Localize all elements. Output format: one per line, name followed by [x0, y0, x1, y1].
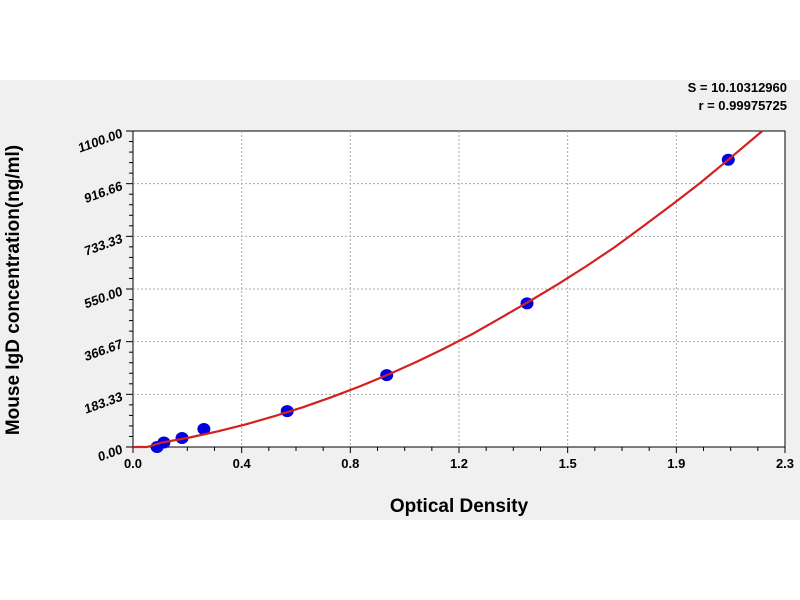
data-point — [197, 423, 211, 436]
stat-r-value: r = 0.99975725 — [698, 98, 787, 113]
x-tick-label: 0.4 — [233, 456, 252, 471]
x-tick-labels: 0.0 0.4 0.8 1.2 1.5 1.9 2.3 — [124, 456, 794, 471]
x-tick-label: 0.0 — [124, 456, 142, 471]
data-marks — [133, 130, 764, 453]
x-tick-label: 0.8 — [341, 456, 359, 471]
fit-curve-line — [133, 130, 764, 449]
x-tick-label: 2.3 — [776, 456, 794, 471]
x-tick-label: 1.5 — [559, 456, 577, 471]
x-tick-label: 1.9 — [667, 456, 685, 471]
x-tick-label: 1.2 — [450, 456, 468, 471]
x-axis-title: Optical Density — [390, 496, 529, 517]
y-axis-title: Mouse IgD concentration(ng/ml) — [3, 145, 24, 435]
axis-ticks — [126, 130, 786, 453]
stat-s-value: S = 10.10312960 — [688, 80, 787, 95]
